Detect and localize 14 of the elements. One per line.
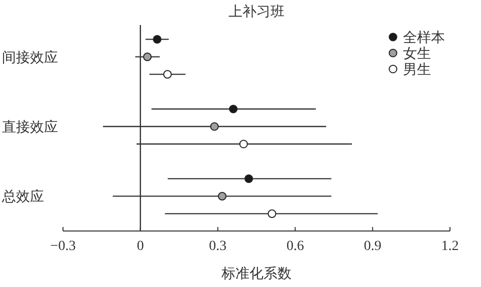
- y-tick-label: 间接效应: [2, 50, 58, 66]
- x-tick-label: 1.2: [441, 239, 459, 254]
- legend-label: 全样本: [403, 30, 445, 46]
- x-tick-label: 0.6: [286, 239, 304, 254]
- x-tick-label: 0.3: [209, 239, 227, 254]
- y-tick-label: 总效应: [1, 189, 44, 206]
- legend-label: 女生: [403, 46, 431, 62]
- chart-title: 上补习班: [228, 4, 284, 20]
- legend-label: 男生: [403, 62, 431, 78]
- x-axis-title: 标准化系数: [220, 266, 292, 282]
- x-tick-label: 0.9: [364, 239, 382, 254]
- x-tick-label: −0.3: [50, 239, 76, 254]
- x-tick-label: 0: [136, 239, 144, 254]
- y-tick-label: 直接效应: [2, 120, 58, 136]
